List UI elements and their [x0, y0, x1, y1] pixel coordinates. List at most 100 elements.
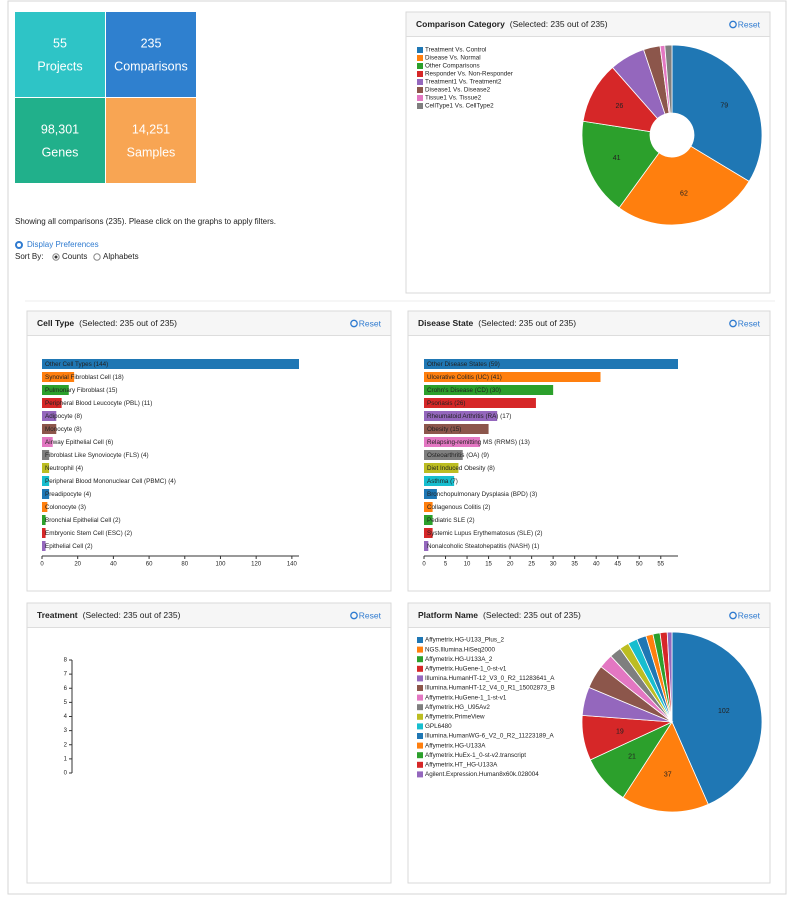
- reset-button[interactable]: Reset: [738, 318, 761, 328]
- y-tick-label: 8: [64, 658, 68, 664]
- bar[interactable]: [42, 463, 50, 473]
- stat-tile[interactable]: [106, 12, 196, 97]
- bar[interactable]: [42, 502, 48, 512]
- bar[interactable]: [42, 398, 62, 408]
- bar[interactable]: [424, 424, 489, 434]
- bar[interactable]: [424, 515, 433, 525]
- bar[interactable]: [424, 541, 429, 551]
- legend-label[interactable]: Affymetrix.HG-U133_Plus_2: [425, 637, 504, 644]
- legend-swatch: [417, 79, 423, 85]
- legend-label[interactable]: Affymetrix.HuGene-1_1-st-v1: [425, 694, 507, 701]
- bar[interactable]: [424, 372, 601, 382]
- legend-label[interactable]: Disease1 Vs. Disease2: [425, 87, 491, 94]
- bar[interactable]: [424, 528, 433, 538]
- x-tick-label: 30: [550, 562, 557, 568]
- sort-option[interactable]: Alphabets: [103, 252, 139, 261]
- reset-button[interactable]: Reset: [359, 318, 382, 328]
- slice-label: 21: [628, 754, 636, 761]
- slice-label: 62: [680, 191, 688, 198]
- legend-label[interactable]: Agilent.Expression.Human8x60k.028004: [425, 771, 539, 778]
- title: Treatment: [37, 610, 78, 620]
- legend-label[interactable]: GPL6480: [425, 723, 452, 730]
- subtitle: (Selected: 235 out of 235): [483, 610, 581, 620]
- bar[interactable]: [42, 359, 299, 369]
- legend-swatch: [417, 55, 423, 61]
- legend-label[interactable]: Tissue1 Vs. Tissue2: [425, 95, 482, 102]
- legend-label[interactable]: Affymetrix.HG-U133A_2: [425, 656, 493, 663]
- radio-alphabets[interactable]: [93, 253, 101, 261]
- bar[interactable]: [424, 502, 433, 512]
- bar[interactable]: [42, 489, 50, 499]
- bar-label: Synovial Fibroblast Cell (18): [45, 374, 124, 381]
- bar-label: Adipocyte (8): [45, 413, 82, 420]
- legend-label[interactable]: Affymetrix.HuEx-1_0-st-v2.transcript: [425, 752, 526, 759]
- legend-label[interactable]: Treatment1 Vs. Treatment2: [425, 79, 502, 86]
- bar[interactable]: [42, 450, 50, 460]
- reset-icon[interactable]: [729, 20, 737, 29]
- legend-label[interactable]: Affymetrix.HG-U133A: [425, 742, 486, 749]
- pie-slice[interactable]: [581, 120, 660, 209]
- bar[interactable]: [42, 411, 57, 421]
- pie-slice[interactable]: [618, 145, 750, 226]
- pie-slice[interactable]: [664, 44, 673, 114]
- legend-label[interactable]: Responder Vs. Non-Responder: [425, 71, 513, 78]
- sort-option[interactable]: Counts: [62, 252, 87, 261]
- legend-swatch: [417, 71, 423, 77]
- bar[interactable]: [424, 359, 678, 369]
- bar[interactable]: [424, 489, 437, 499]
- bar-label: Psoriasis (26): [427, 400, 466, 407]
- bar[interactable]: [424, 437, 480, 447]
- reset-button[interactable]: Reset: [738, 610, 761, 620]
- slice-label: 41: [613, 155, 621, 162]
- legend-swatch: [417, 656, 423, 663]
- legend-label[interactable]: Affymetrix.PrimeView: [425, 713, 485, 720]
- bar[interactable]: [42, 424, 57, 434]
- x-tick-label: 45: [614, 562, 621, 568]
- legend-label[interactable]: NGS.Illumina.HiSeq2000: [425, 646, 495, 653]
- pie-slice[interactable]: [671, 44, 763, 182]
- legend-label[interactable]: CellType1 Vs. CellType2: [425, 103, 494, 110]
- legend-label[interactable]: Illumina.HumanHT-12_V4_0_R1_15002873_B: [425, 685, 555, 692]
- reset-icon[interactable]: [350, 319, 358, 328]
- stat-tile[interactable]: [15, 12, 105, 97]
- legend-label[interactable]: Affymetrix.HT_HG-U133A: [425, 761, 498, 768]
- legend-label[interactable]: Disease Vs. Normal: [425, 55, 481, 62]
- bar[interactable]: [424, 450, 463, 460]
- bar[interactable]: [424, 411, 498, 421]
- panel-header: [27, 603, 391, 628]
- bar[interactable]: [42, 372, 75, 382]
- reset-icon[interactable]: [729, 611, 737, 620]
- bar[interactable]: [424, 385, 554, 395]
- bar[interactable]: [424, 476, 455, 486]
- reset-icon[interactable]: [729, 319, 737, 328]
- bar[interactable]: [42, 515, 46, 525]
- legend-label[interactable]: Affymetrix.HuGene-1_0-st-v1: [425, 665, 507, 672]
- legend-label[interactable]: Illumina.HumanHT-12_V3_0_R2_11283641_A: [425, 675, 555, 682]
- legend-label[interactable]: Treatment Vs. Control: [425, 47, 486, 54]
- bar[interactable]: [42, 528, 46, 538]
- stat-tile[interactable]: [106, 98, 196, 183]
- legend-label[interactable]: Affymetrix.HG_U95Av2: [425, 704, 490, 711]
- bar[interactable]: [424, 398, 536, 408]
- bar[interactable]: [42, 541, 46, 551]
- pie-slice[interactable]: [671, 631, 763, 805]
- bar-label: Peripheral Blood Leucocyte (PBL) (11): [45, 400, 152, 407]
- slice-label: 19: [616, 728, 624, 735]
- bar[interactable]: [42, 476, 50, 486]
- reset-button[interactable]: Reset: [738, 19, 761, 29]
- bar-label: Nonalcoholic Steatohepatitis (NASH) (1): [427, 543, 539, 550]
- pie-slice[interactable]: [666, 631, 673, 723]
- legend-label[interactable]: Other Comparisons: [425, 63, 480, 70]
- bar[interactable]: [42, 385, 69, 395]
- legend-label[interactable]: Illumina.HumanWG-6_V2_0_R2_11223189_A: [425, 733, 554, 740]
- panel: [26, 602, 392, 884]
- gear-icon[interactable]: [15, 241, 23, 249]
- display-preferences-link[interactable]: Display Preferences: [27, 240, 99, 249]
- reset-button[interactable]: Reset: [359, 610, 382, 620]
- reset-icon[interactable]: [350, 611, 358, 620]
- stat-tile[interactable]: [15, 98, 105, 183]
- bar[interactable]: [42, 437, 53, 447]
- x-tick-label: 40: [110, 562, 117, 568]
- bar[interactable]: [424, 463, 459, 473]
- slice-label: 26: [615, 103, 623, 110]
